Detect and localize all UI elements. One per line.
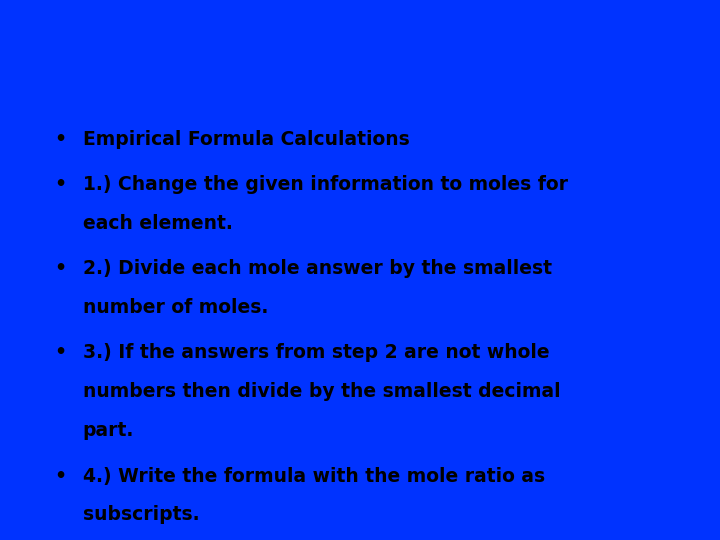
Text: •: • (54, 259, 66, 278)
Text: •: • (54, 467, 66, 485)
Text: •: • (54, 130, 66, 148)
Text: numbers then divide by the smallest decimal: numbers then divide by the smallest deci… (83, 382, 560, 401)
Text: number of moles.: number of moles. (83, 298, 268, 317)
Text: 4.) Write the formula with the mole ratio as: 4.) Write the formula with the mole rati… (83, 467, 545, 485)
Text: subscripts.: subscripts. (83, 505, 199, 524)
Text: each element.: each element. (83, 214, 233, 233)
Text: 3.) If the answers from step 2 are not whole: 3.) If the answers from step 2 are not w… (83, 343, 549, 362)
Text: •: • (54, 343, 66, 362)
Text: 2.) Divide each mole answer by the smallest: 2.) Divide each mole answer by the small… (83, 259, 552, 278)
Text: Empirical Formula Calculations: Empirical Formula Calculations (83, 130, 410, 148)
Text: 1.) Change the given information to moles for: 1.) Change the given information to mole… (83, 175, 568, 194)
Text: part.: part. (83, 421, 134, 440)
Text: •: • (54, 175, 66, 194)
